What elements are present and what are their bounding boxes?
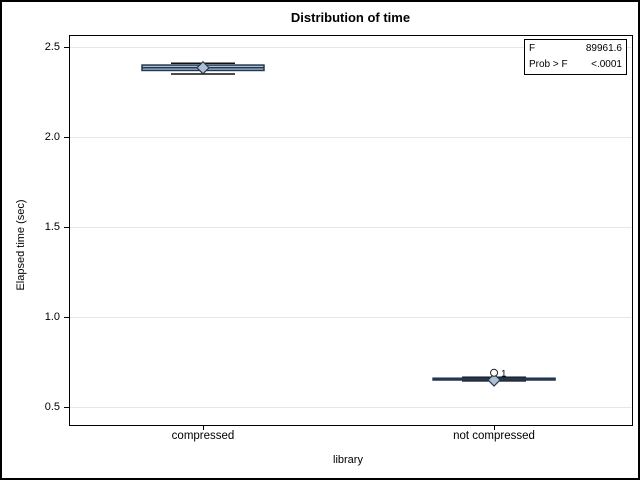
y-tick-label: 2.0 [44, 131, 60, 143]
y-tick-label: 1.5 [44, 221, 60, 233]
stat-label: Prob > F [529, 59, 568, 70]
mean-diamond [196, 60, 210, 75]
anova-stats-table: F 89961.6 Prob > F <.0001 [524, 39, 627, 75]
stat-label: F [529, 43, 536, 54]
y-tick-label: 2.5 [44, 41, 60, 53]
stats-row-f: F 89961.6 [525, 41, 626, 57]
stat-value: <.0001 [591, 59, 622, 70]
x-category-label-compressed: compressed [171, 430, 235, 442]
chart-title: Distribution of time [290, 10, 411, 25]
x-category-label-not-compressed: not compressed [453, 430, 535, 442]
x-axis-title: library [333, 454, 363, 466]
stats-row-prob: Prob > F <.0001 [525, 57, 626, 73]
outlier-label: 1 [501, 368, 506, 379]
y-tick-label: 0.5 [44, 401, 60, 413]
plot-border [69, 35, 633, 426]
y-axis-title: Elapsed time (sec) [15, 199, 27, 291]
outlier-marker [490, 368, 499, 377]
stat-value: 89961.6 [585, 43, 622, 54]
mean-diamond [487, 373, 501, 387]
y-tick-label: 1.0 [44, 311, 60, 323]
